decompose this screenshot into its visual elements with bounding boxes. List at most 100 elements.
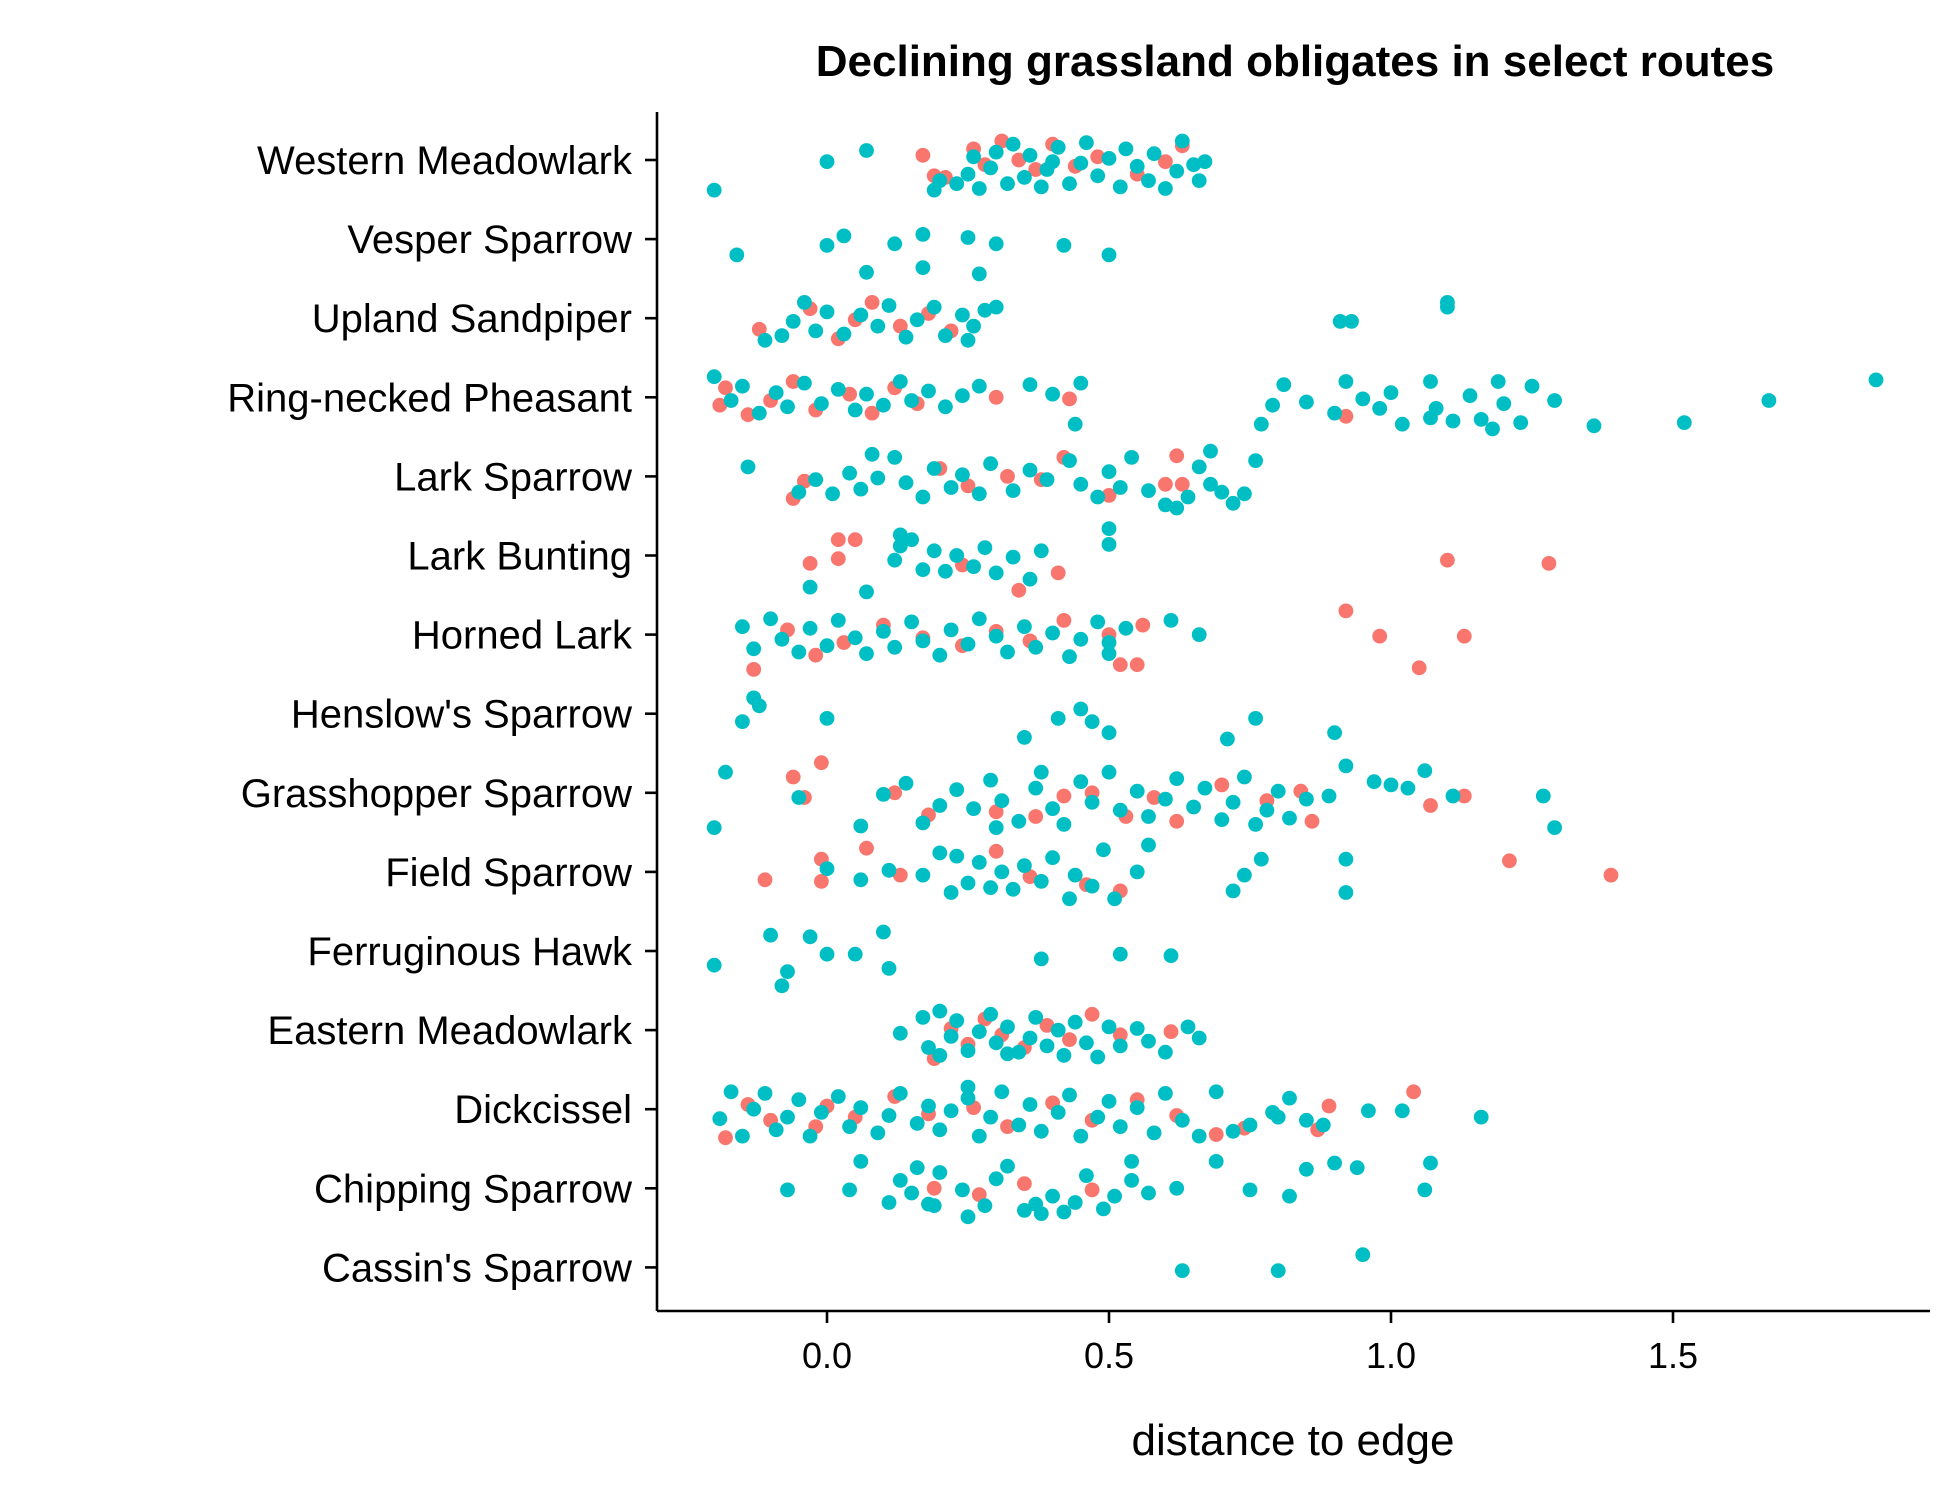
- data-point: [1129, 1100, 1145, 1115]
- data-point: [1372, 628, 1388, 644]
- data-point: [876, 397, 891, 413]
- data-point: [1005, 136, 1021, 152]
- data-point: [763, 611, 778, 627]
- data-point: [887, 450, 903, 465]
- data-point: [1225, 495, 1241, 511]
- data-point: [1225, 883, 1241, 899]
- data-point: [1045, 850, 1060, 866]
- data-point: [1112, 802, 1128, 818]
- data-point: [881, 961, 897, 976]
- data-point: [853, 818, 869, 834]
- data-point: [971, 486, 987, 502]
- data-point: [825, 486, 840, 502]
- data-point: [1084, 714, 1100, 729]
- data-point: [1338, 758, 1354, 774]
- data-point: [1586, 418, 1602, 434]
- data-point: [1220, 731, 1235, 747]
- data-point: [1017, 858, 1032, 873]
- data-point: [1000, 1119, 1015, 1134]
- data-point: [780, 1109, 795, 1125]
- data-point: [1028, 162, 1044, 177]
- data-point: [1101, 247, 1117, 263]
- data-point: [1011, 813, 1027, 829]
- data-point: [876, 787, 891, 802]
- y-category-label: Vesper Sparrow: [347, 218, 632, 262]
- data-point: [1270, 1109, 1286, 1125]
- y-category-label: Grasshopper Sparrow: [241, 772, 632, 816]
- data-point: [1355, 1247, 1371, 1263]
- data-point: [1112, 1027, 1128, 1043]
- data-point: [1242, 1182, 1258, 1198]
- data-point: [938, 563, 953, 579]
- data-point: [1101, 521, 1117, 536]
- data-point: [830, 551, 846, 567]
- data-point: [1490, 374, 1506, 389]
- data-point: [904, 393, 919, 408]
- y-category-label: Field Sparrow: [385, 851, 632, 895]
- data-point: [1050, 711, 1066, 726]
- data-point: [994, 133, 1010, 149]
- data-point: [1146, 146, 1162, 162]
- data-point: [1394, 416, 1410, 432]
- data-point: [706, 820, 722, 835]
- data-point: [949, 548, 965, 563]
- data-point: [994, 793, 1010, 809]
- data-point: [751, 405, 767, 421]
- data-point: [1197, 780, 1213, 796]
- data-point: [859, 264, 874, 280]
- data-point: [1073, 1128, 1089, 1144]
- data-point: [1062, 391, 1077, 407]
- data-point: [1158, 181, 1173, 196]
- data-point: [1112, 1119, 1128, 1134]
- data-point: [1513, 415, 1529, 430]
- data-point: [1299, 394, 1314, 410]
- data-point: [1112, 179, 1128, 195]
- data-point: [1299, 1161, 1314, 1177]
- data-point: [1299, 1112, 1314, 1128]
- data-point: [1067, 1195, 1083, 1210]
- data-point: [859, 143, 874, 158]
- data-point: [870, 470, 886, 486]
- data-point: [1270, 1263, 1286, 1278]
- data-point: [960, 478, 976, 494]
- data-point: [1022, 462, 1038, 478]
- data-point: [1169, 448, 1185, 464]
- data-point: [1028, 1010, 1044, 1025]
- data-point: [1084, 1182, 1100, 1198]
- data-point: [1056, 817, 1072, 832]
- data-point: [1141, 173, 1156, 189]
- data-point: [881, 862, 897, 878]
- data-point: [1011, 1044, 1027, 1060]
- data-point: [740, 459, 756, 475]
- data-point: [966, 559, 981, 574]
- data-point: [1270, 783, 1286, 799]
- data-point: [1011, 582, 1027, 598]
- data-point: [1496, 396, 1512, 411]
- data-point: [983, 772, 998, 788]
- data-point: [870, 318, 886, 334]
- data-point: [932, 1048, 948, 1063]
- y-category-label: Upland Sandpiper: [312, 297, 632, 341]
- data-point: [971, 1128, 987, 1144]
- data-point: [960, 166, 976, 182]
- data-point: [1090, 614, 1106, 630]
- data-point: [1423, 374, 1438, 389]
- x-axis-title: distance to edge: [1132, 1416, 1455, 1465]
- data-point: [819, 861, 835, 877]
- data-point: [955, 467, 970, 483]
- data-point: [1338, 603, 1354, 619]
- data-point: [1259, 802, 1275, 818]
- data-point: [1090, 1049, 1106, 1065]
- data-point: [774, 978, 790, 994]
- data-point: [1045, 1188, 1060, 1204]
- data-point: [785, 374, 801, 389]
- data-point: [1112, 1038, 1128, 1054]
- y-category-label: Lark Sparrow: [394, 455, 632, 499]
- data-point: [1163, 613, 1179, 628]
- data-point: [1022, 869, 1038, 884]
- data-point: [842, 465, 857, 481]
- data-point: [1033, 764, 1049, 780]
- data-point: [988, 843, 1004, 859]
- data-point: [1135, 617, 1151, 633]
